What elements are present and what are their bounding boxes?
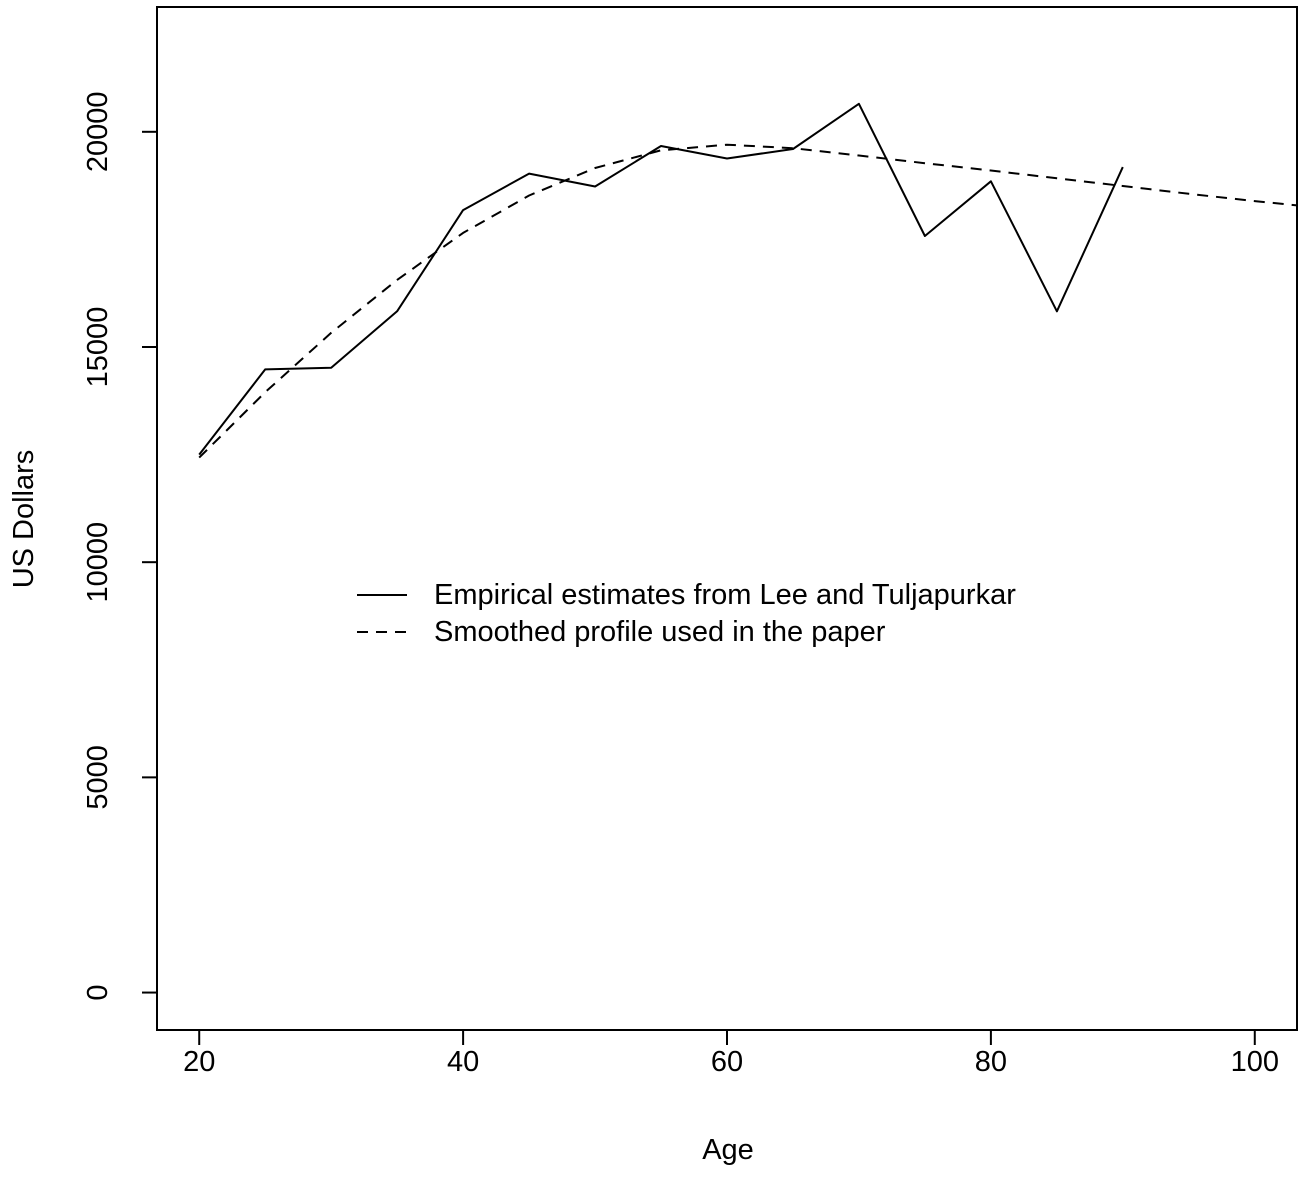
y-tick-label: 15000 [82, 307, 114, 388]
axes-layer: 20 40 60 80 100 0 5000 10000 15000 20000 [82, 91, 1279, 1078]
y-tick-label: 5000 [82, 745, 114, 810]
y-tick-label: 0 [82, 984, 114, 1000]
plot-frame [156, 6, 1298, 1031]
x-tick-label: 100 [1231, 1046, 1279, 1078]
x-tick-label: 60 [711, 1046, 743, 1078]
y-tick-label: 10000 [82, 522, 114, 603]
legend-label: Empirical estimates from Lee and Tuljapu… [434, 579, 1016, 611]
x-tick-label: 80 [975, 1046, 1007, 1078]
y-axis-label: US Dollars [8, 450, 40, 589]
plot-area [156, 6, 1298, 1031]
smoothed-profile-line [198, 143, 1298, 459]
x-tick-label: 40 [447, 1046, 479, 1078]
x-tick-label: 20 [183, 1046, 215, 1078]
y-tick-label: 20000 [82, 91, 114, 172]
empirical-estimates-line [198, 102, 1124, 456]
x-axis-label: Age [702, 1134, 754, 1166]
legend: Empirical estimates from Lee and Tuljapu… [357, 579, 1016, 648]
legend-label: Smoothed profile used in the paper [434, 616, 886, 648]
series-layer [198, 102, 1298, 459]
